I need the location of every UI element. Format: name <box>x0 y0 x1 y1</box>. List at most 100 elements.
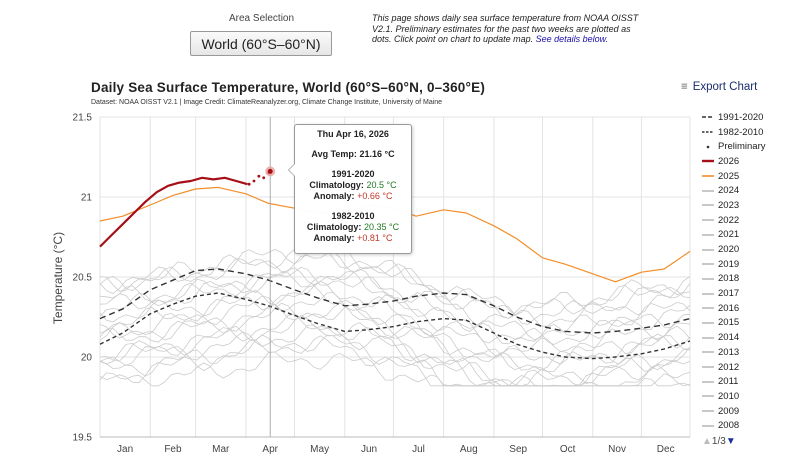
tooltip-arrow-fill <box>289 164 295 176</box>
bg-year-line-2023 <box>99 334 691 387</box>
legend-label: 2019 <box>718 258 740 270</box>
tooltip-clim2-title: 1982-2010 <box>331 211 375 221</box>
legend-label: 1991-2020 <box>718 111 764 123</box>
info-text: This page shows daily sea surface temper… <box>372 13 642 45</box>
bg-year-line-2022 <box>99 335 691 387</box>
legend-label: 2025 <box>718 170 740 182</box>
series-line-2026 <box>99 176 248 248</box>
legend-item-2013[interactable]: 2013 <box>702 345 787 360</box>
legend-item-1991-2020[interactable]: 1991-2020 <box>702 110 787 125</box>
tooltip-anom1: Anomaly: +0.66 °C <box>295 191 411 202</box>
legend-item-2019[interactable]: 2019 <box>702 257 787 272</box>
legend-item-2011[interactable]: 2011 <box>702 374 787 389</box>
x-tick-label: Dec <box>657 444 675 455</box>
tooltip-clim1-value: 20.5 °C <box>366 180 397 190</box>
info-description: This page shows daily sea surface temper… <box>372 13 639 44</box>
x-tick-label: Apr <box>262 444 278 455</box>
tooltip-clim1-title: 1991-2020 <box>331 169 375 179</box>
legend-swatch <box>702 336 714 339</box>
tooltip-anom1-label: Anomaly: <box>313 191 355 201</box>
legend-item-2018[interactable]: 2018 <box>702 272 787 287</box>
legend-item-2021[interactable]: 2021 <box>702 228 787 243</box>
page-up-icon[interactable]: ▲ <box>702 436 712 447</box>
x-tick-label: Jul <box>412 444 425 455</box>
legend-swatch <box>702 366 714 368</box>
series-line-1982-2010 <box>99 292 691 360</box>
legend-item-2026[interactable]: 2026 <box>702 154 787 169</box>
legend-swatch <box>702 410 714 412</box>
legend-item-2015[interactable]: 2015 <box>702 316 787 331</box>
legend-item-2012[interactable]: 2012 <box>702 360 787 375</box>
legend-swatch <box>702 322 714 324</box>
legend-swatch <box>702 307 714 310</box>
legend-label: 2012 <box>718 361 740 373</box>
bg-year-line-2017 <box>99 302 691 372</box>
bg-year-line-2011 <box>99 270 691 341</box>
legend-swatch <box>702 278 714 280</box>
legend-swatch <box>702 292 714 295</box>
legend-swatch <box>702 234 714 236</box>
legend-swatch <box>702 248 714 251</box>
legend-item-2009[interactable]: 2009 <box>702 404 787 419</box>
legend-swatch <box>702 131 714 133</box>
legend-item-2023[interactable]: 2023 <box>702 198 787 213</box>
tooltip-anom1-value: +0.66 °C <box>357 191 393 201</box>
y-tick-label: 20 <box>81 353 93 364</box>
chart-title: Daily Sea Surface Temperature, World (60… <box>91 80 486 95</box>
export-chart-label: Export Chart <box>692 81 758 93</box>
legend-swatch <box>702 424 714 427</box>
tooltip-anom2-value: +0.81 °C <box>357 233 393 243</box>
legend-item-2014[interactable]: 2014 <box>702 330 787 345</box>
export-chart-button[interactable]: ≡ Export Chart <box>681 81 757 93</box>
legend-page: 1/3 <box>711 436 726 447</box>
legend-label: 2010 <box>718 390 740 402</box>
tooltip-avg-label: Avg Temp: <box>311 149 357 159</box>
x-tick-label: Jan <box>117 444 133 455</box>
legend-label: 2023 <box>718 199 740 211</box>
x-tick-label: Sep <box>509 444 527 455</box>
x-tick-label: Oct <box>560 444 576 455</box>
legend-item-1982-2010[interactable]: 1982-2010 <box>702 125 787 140</box>
region-select[interactable]: World (60°S–60°N) <box>190 31 332 56</box>
legend-label: 2018 <box>718 273 740 285</box>
legend-item-2010[interactable]: 2010 <box>702 389 787 404</box>
tooltip-clim1-label: Climatology: <box>309 180 364 190</box>
tooltip-anom2-label: Anomaly: <box>313 233 355 243</box>
bg-year-line-2016 <box>99 291 691 371</box>
bg-year-line-2013 <box>99 266 691 345</box>
legend-item-2008[interactable]: 2008 <box>702 418 787 433</box>
hover-marker <box>267 168 273 174</box>
legend-item-2024[interactable]: 2024 <box>702 183 787 198</box>
y-tick-label: 19.5 <box>73 433 93 444</box>
tooltip-clim2: Climatology: 20.35 °C <box>295 222 411 233</box>
legend-item-2022[interactable]: 2022 <box>702 213 787 228</box>
page-down-icon[interactable]: ▼ <box>725 436 736 447</box>
legend-label: Preliminary <box>718 141 766 153</box>
x-tick-label: Mar <box>212 444 230 455</box>
bg-year-line-2018 <box>99 302 691 365</box>
x-tick-label: Aug <box>460 444 478 455</box>
legend-item-Preliminary[interactable]: Preliminary <box>702 139 787 154</box>
legend-item-2016[interactable]: 2016 <box>702 301 787 316</box>
legend-label: 2008 <box>718 420 740 432</box>
legend-swatch <box>702 116 714 119</box>
details-link[interactable]: See details below. <box>535 34 609 44</box>
x-tick-label: May <box>310 444 329 455</box>
legend-label: 2013 <box>718 346 740 358</box>
legend-pager: ▲1/3▼ <box>702 436 736 447</box>
legend-label: 2017 <box>718 288 740 300</box>
tooltip-clim2-label: Climatology: <box>306 222 362 232</box>
preliminary-point <box>257 174 261 178</box>
legend-label: 2015 <box>718 317 740 329</box>
tooltip-avg-value: 21.16 °C <box>359 149 395 159</box>
legend-item-2020[interactable]: 2020 <box>702 242 787 257</box>
legend-swatch <box>702 204 714 207</box>
legend-swatch <box>702 189 714 192</box>
area-selection-label: Area Selection <box>229 13 295 24</box>
bg-year-line-2010 <box>99 245 691 325</box>
chart-tooltip: Thu Apr 16, 2026 Avg Temp: 21.16 °C 1991… <box>288 124 412 254</box>
legend-item-2017[interactable]: 2017 <box>702 286 787 301</box>
x-tick-label: Feb <box>164 444 182 455</box>
legend-item-2025[interactable]: 2025 <box>702 169 787 184</box>
legend-swatch <box>702 175 714 177</box>
